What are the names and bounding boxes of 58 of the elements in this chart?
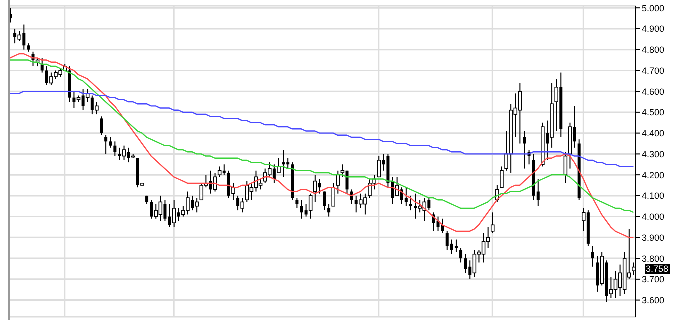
y-tick-label: 4.500 xyxy=(642,108,665,118)
candlestick xyxy=(328,204,331,218)
candlestick xyxy=(282,150,286,178)
y-tick-label: 4.600 xyxy=(642,86,665,97)
y-tick-label: 3.700 xyxy=(642,274,665,285)
candlestick xyxy=(122,145,126,161)
candlestick xyxy=(523,130,526,170)
candlestick xyxy=(554,78,558,132)
y-tick-label: 4.100 xyxy=(642,191,665,202)
candlestick xyxy=(454,239,458,253)
candlestick xyxy=(218,166,222,178)
y-tick-label: 3.600 xyxy=(642,295,665,306)
candlestick xyxy=(314,174,318,203)
y-tick-label: 4.300 xyxy=(642,149,665,160)
candlestick xyxy=(300,200,304,220)
candlestick xyxy=(404,187,408,207)
candlestick xyxy=(240,198,244,214)
candlestick xyxy=(464,254,468,274)
y-tick-label: 3.800 xyxy=(642,254,665,264)
candlestick xyxy=(154,204,158,220)
y-tick-label: 4.700 xyxy=(642,66,665,76)
candlestick xyxy=(591,246,594,268)
y-tick-label: 4.900 xyxy=(642,24,665,34)
y-tick-label: 5.000 xyxy=(642,3,665,14)
candlestick xyxy=(104,134,108,155)
candlestick xyxy=(200,182,204,201)
candlestick xyxy=(332,182,336,207)
candlestick xyxy=(409,195,412,212)
y-tick-label: 4.400 xyxy=(642,128,665,139)
candlestick xyxy=(258,178,263,190)
candlestick xyxy=(268,162,272,178)
candlestick xyxy=(482,233,486,264)
candlestick xyxy=(441,218,444,234)
y-tick-label: 3.900 xyxy=(642,232,665,243)
candlestick xyxy=(504,130,508,172)
candlestick xyxy=(100,116,104,136)
candlestick xyxy=(472,250,477,278)
candlestick xyxy=(18,30,22,42)
candlestick xyxy=(245,180,250,203)
y-tick-label: 4.800 xyxy=(642,45,665,56)
candlestick xyxy=(95,102,99,116)
candlestick xyxy=(172,200,176,228)
candlestick xyxy=(109,136,112,148)
candlestick xyxy=(460,248,463,264)
candlestick xyxy=(377,156,382,178)
candlestick xyxy=(114,141,117,157)
text: 3.758 xyxy=(645,264,670,274)
candlestick xyxy=(296,198,299,209)
candlestick xyxy=(308,193,313,220)
y-tick-label: 4.000 xyxy=(642,212,665,222)
candlestick xyxy=(490,212,495,234)
line-series xyxy=(10,53,634,238)
candlestick xyxy=(614,270,618,299)
candlestick xyxy=(195,198,199,214)
line-series xyxy=(10,60,634,214)
y-tick-label: 4.200 xyxy=(642,170,665,180)
candlestick xyxy=(323,191,326,212)
candlestick xyxy=(500,166,504,188)
